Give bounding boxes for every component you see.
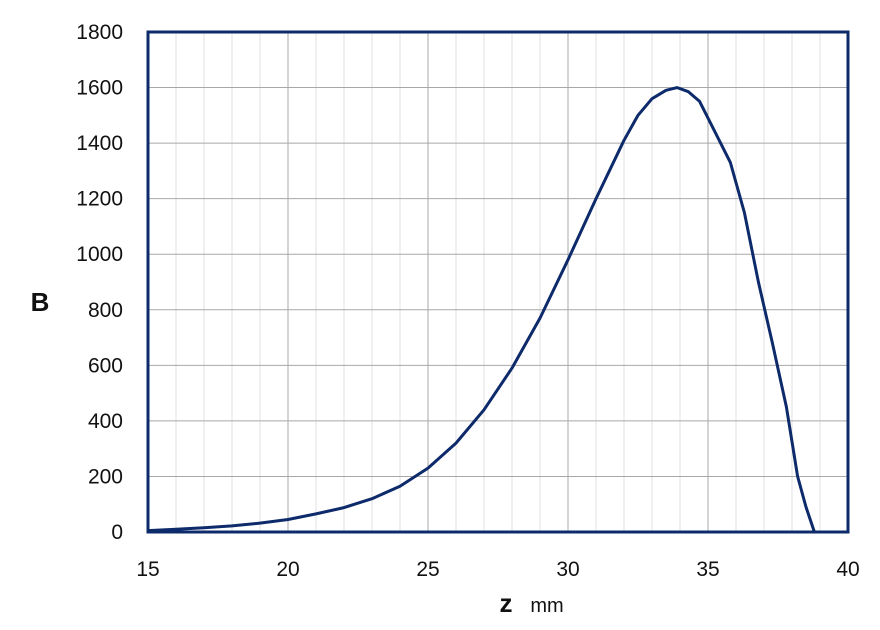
series-line [146,86,816,534]
plot-frame [146,30,850,534]
y-tick-label: 1000 [76,243,123,266]
y-tick-label: 600 [88,354,123,377]
y-tick-label: 1200 [76,188,123,211]
x-tick-label: 30 [556,558,579,581]
y-tick-label: 200 [88,465,123,488]
y-tick-label: 800 [88,299,123,322]
x-tick-label: 15 [136,558,159,581]
y-tick-label: 400 [88,410,123,433]
plot-frame-layer [146,30,850,534]
x-tick-label: 25 [416,558,439,581]
x-axis-unit: mm [530,595,563,617]
y-tick-label: 1400 [76,132,123,155]
minor-grid [175,32,821,532]
x-tick-label: 35 [696,558,719,581]
x-axis-label: z [500,588,513,618]
x-tick-label: 20 [276,558,299,581]
y-tick-label: 1800 [76,21,123,44]
series-layer [146,86,816,534]
y-tick-label: 1600 [76,77,123,100]
major-grid [148,32,848,532]
y-axis-label: B [31,287,50,317]
x-axis-ticks: 15 20 25 30 35 40 [136,558,859,581]
y-tick-label: 0 [111,521,123,544]
y-axis-ticks: 0 200 400 600 800 1000 1200 1400 1600 1800 [76,21,123,544]
x-tick-label: 40 [836,558,859,581]
